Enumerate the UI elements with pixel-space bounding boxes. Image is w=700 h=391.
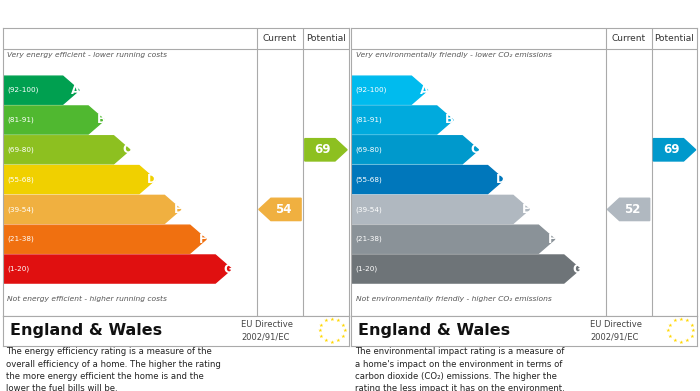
Text: (21-38): (21-38) — [7, 236, 34, 242]
Polygon shape — [3, 165, 155, 194]
Text: A: A — [420, 84, 429, 97]
Polygon shape — [351, 106, 453, 134]
Text: The environmental impact rating is a measure of
a home's impact on the environme: The environmental impact rating is a mea… — [355, 347, 565, 391]
Text: (69-80): (69-80) — [356, 147, 382, 153]
Text: (21-38): (21-38) — [356, 236, 382, 242]
Polygon shape — [351, 136, 479, 164]
Text: EU Directive
2002/91/EC: EU Directive 2002/91/EC — [241, 320, 293, 341]
Text: ★: ★ — [666, 328, 671, 333]
Text: ★: ★ — [668, 334, 672, 339]
Polygon shape — [351, 196, 529, 223]
Text: ★: ★ — [336, 338, 341, 343]
Text: (69-80): (69-80) — [7, 147, 34, 153]
Text: Environmental Impact (CO₂) Rating: Environmental Impact (CO₂) Rating — [356, 7, 603, 21]
Text: 69: 69 — [663, 143, 680, 156]
Text: (1-20): (1-20) — [7, 266, 29, 272]
Text: ★: ★ — [317, 328, 322, 333]
Text: Very environmentally friendly - lower CO₂ emissions: Very environmentally friendly - lower CO… — [356, 52, 552, 58]
Text: G: G — [572, 262, 582, 276]
Text: ★: ★ — [319, 334, 323, 339]
Text: ★: ★ — [685, 318, 690, 323]
Text: Not energy efficient - higher running costs: Not energy efficient - higher running co… — [7, 296, 167, 301]
Text: (1-20): (1-20) — [356, 266, 378, 272]
Text: F: F — [547, 233, 556, 246]
Polygon shape — [3, 76, 79, 104]
Text: ★: ★ — [685, 338, 690, 343]
Polygon shape — [608, 198, 650, 221]
Text: F: F — [199, 233, 207, 246]
Polygon shape — [351, 225, 554, 253]
Text: ★: ★ — [668, 323, 672, 328]
Text: ★: ★ — [330, 317, 335, 322]
Text: (55-68): (55-68) — [7, 176, 34, 183]
Polygon shape — [3, 225, 206, 253]
Text: Energy Efficiency Rating: Energy Efficiency Rating — [8, 7, 180, 21]
Text: (81-91): (81-91) — [7, 117, 34, 123]
Text: ★: ★ — [341, 323, 345, 328]
Text: ★: ★ — [323, 318, 328, 323]
Text: D: D — [496, 173, 505, 186]
Text: (39-54): (39-54) — [7, 206, 34, 213]
Text: ★: ★ — [330, 340, 335, 345]
Text: ★: ★ — [672, 338, 677, 343]
Text: ★: ★ — [341, 334, 345, 339]
Text: Current: Current — [263, 34, 297, 43]
Text: ★: ★ — [678, 340, 683, 345]
Polygon shape — [351, 76, 428, 104]
Text: 54: 54 — [275, 203, 292, 216]
Text: ★: ★ — [672, 318, 677, 323]
Text: ★: ★ — [690, 323, 694, 328]
Text: Not environmentally friendly - higher CO₂ emissions: Not environmentally friendly - higher CO… — [356, 296, 552, 301]
Polygon shape — [351, 165, 504, 194]
Text: (55-68): (55-68) — [356, 176, 382, 183]
Text: ★: ★ — [342, 328, 347, 333]
Text: C: C — [122, 143, 131, 156]
Text: G: G — [223, 262, 233, 276]
Text: ★: ★ — [319, 323, 323, 328]
Text: (92-100): (92-100) — [356, 87, 387, 93]
Text: ★: ★ — [690, 334, 694, 339]
Polygon shape — [259, 198, 301, 221]
Text: E: E — [174, 203, 181, 216]
Text: EU Directive
2002/91/EC: EU Directive 2002/91/EC — [590, 320, 642, 341]
Polygon shape — [3, 196, 181, 223]
Text: (92-100): (92-100) — [7, 87, 38, 93]
Polygon shape — [653, 139, 696, 161]
Text: B: B — [97, 113, 106, 127]
Text: Very energy efficient - lower running costs: Very energy efficient - lower running co… — [7, 52, 167, 58]
Text: ★: ★ — [323, 338, 328, 343]
Text: (39-54): (39-54) — [356, 206, 382, 213]
Text: B: B — [445, 113, 454, 127]
Text: A: A — [71, 84, 80, 97]
Polygon shape — [3, 255, 232, 283]
Text: Potential: Potential — [306, 34, 346, 43]
Text: 69: 69 — [314, 143, 331, 156]
Text: (81-91): (81-91) — [356, 117, 382, 123]
Text: ★: ★ — [691, 328, 696, 333]
Text: England & Wales: England & Wales — [10, 323, 162, 338]
Text: Potential: Potential — [654, 34, 694, 43]
Text: ★: ★ — [678, 317, 683, 322]
Text: D: D — [147, 173, 157, 186]
Text: The energy efficiency rating is a measure of the
overall efficiency of a home. T: The energy efficiency rating is a measur… — [6, 347, 221, 391]
Text: England & Wales: England & Wales — [358, 323, 510, 338]
Text: 52: 52 — [624, 203, 640, 216]
Polygon shape — [3, 136, 130, 164]
Polygon shape — [351, 255, 580, 283]
Polygon shape — [304, 139, 347, 161]
Text: E: E — [522, 203, 530, 216]
Text: Current: Current — [612, 34, 645, 43]
Polygon shape — [3, 106, 104, 134]
Text: C: C — [471, 143, 480, 156]
Text: ★: ★ — [336, 318, 341, 323]
